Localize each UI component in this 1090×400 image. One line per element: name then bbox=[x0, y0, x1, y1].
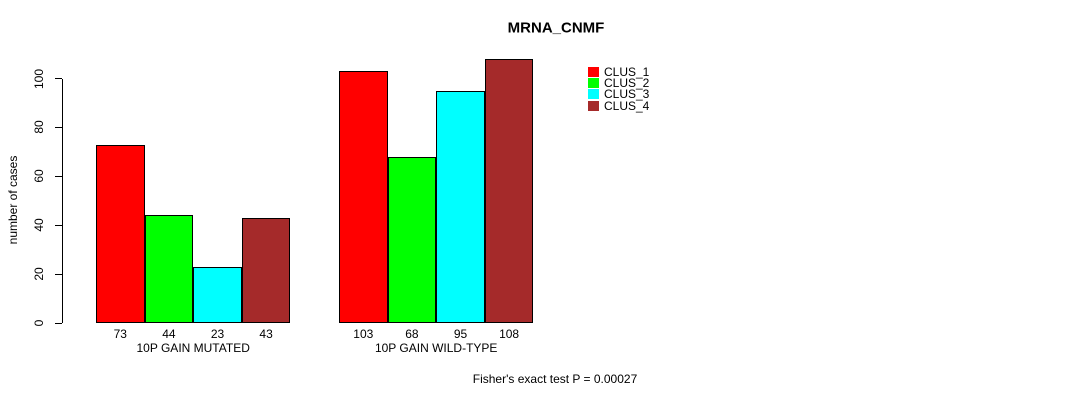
legend-swatch bbox=[588, 100, 599, 111]
y-axis-tick bbox=[55, 78, 62, 79]
y-axis-tick bbox=[55, 273, 62, 275]
bar-value-label: 68 bbox=[405, 326, 419, 341]
bar-clus_1 bbox=[96, 144, 145, 323]
y-axis-tick-label: 60 bbox=[32, 169, 46, 183]
bar-clus_3 bbox=[193, 266, 242, 323]
y-axis-tick-label: 100 bbox=[32, 68, 46, 89]
bar-clus_2 bbox=[144, 215, 194, 323]
y-axis-tick bbox=[55, 322, 62, 324]
bar-clus_4 bbox=[484, 58, 534, 323]
chart-title: MRNA_CNMF bbox=[507, 19, 605, 36]
bar-value-label: 108 bbox=[499, 326, 520, 341]
legend-item: CLUS_1 bbox=[588, 64, 650, 79]
group-label: 10P GAIN MUTATED bbox=[136, 341, 250, 355]
y-axis-tick-label: 40 bbox=[32, 218, 46, 232]
bar-clus_4 bbox=[241, 217, 291, 323]
legend-label: CLUS_2 bbox=[604, 75, 650, 90]
y-axis-tick bbox=[55, 126, 62, 128]
legend-swatch bbox=[588, 89, 599, 100]
bar-clus_2 bbox=[387, 156, 437, 323]
bar-value-label: 95 bbox=[453, 326, 468, 341]
bar-value-label: 23 bbox=[210, 326, 225, 341]
legend-label: CLUS_3 bbox=[604, 87, 650, 102]
bar-value-label: 43 bbox=[259, 326, 273, 341]
fisher-test-annotation: Fisher's exact test P = 0.00027 bbox=[472, 372, 638, 386]
legend-swatch bbox=[588, 66, 599, 77]
y-axis-tick bbox=[55, 175, 62, 177]
bar-clus_3 bbox=[436, 90, 485, 323]
y-axis-tick-label: 80 bbox=[32, 120, 46, 135]
legend-label: CLUS_4 bbox=[604, 98, 650, 113]
y-axis-line bbox=[62, 78, 63, 323]
group-label: 10P GAIN WILD-TYPE bbox=[374, 341, 498, 355]
bar-value-label: 73 bbox=[113, 326, 127, 341]
y-axis-label: number of cases bbox=[6, 155, 20, 245]
y-axis-tick-label: 20 bbox=[32, 267, 46, 281]
legend: CLUS_1 CLUS_2 CLUS_3 CLUS_4 bbox=[588, 64, 650, 113]
bar-value-label: 44 bbox=[162, 326, 176, 341]
legend-item: CLUS_4 bbox=[588, 98, 650, 113]
legend-swatch bbox=[588, 77, 599, 88]
y-axis-tick-label: 0 bbox=[32, 319, 46, 327]
bar-clus_1 bbox=[339, 71, 388, 323]
bar-value-label: 103 bbox=[353, 326, 374, 341]
legend-item: CLUS_2 bbox=[588, 75, 650, 90]
legend-item: CLUS_3 bbox=[588, 87, 650, 102]
legend-label: CLUS_1 bbox=[604, 64, 650, 79]
y-axis-tick bbox=[55, 224, 62, 226]
